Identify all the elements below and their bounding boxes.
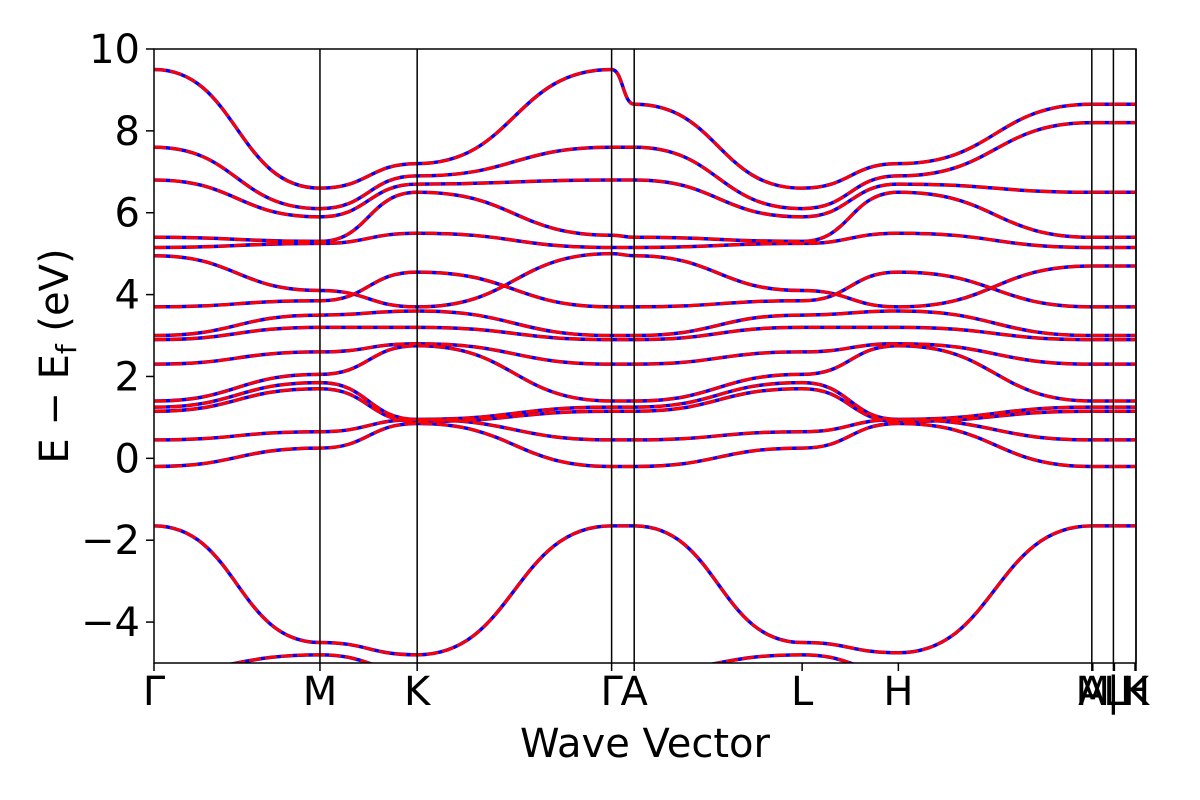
y-tick-label: 2: [115, 354, 140, 400]
band-line-red: [154, 381, 1092, 421]
x-tick-label: L: [1103, 669, 1126, 715]
band-line-red: [154, 387, 1092, 423]
y-axis-label: E − Ef (eV): [32, 248, 83, 463]
x-tick-label: H: [1120, 669, 1150, 715]
band-line-red: [154, 524, 1092, 657]
plot-area: [154, 67, 1136, 663]
y-tick-label: 8: [115, 109, 140, 155]
x-tick-label: K: [404, 669, 432, 715]
band-line-red: [154, 121, 1092, 211]
x-tick-label: Γ: [143, 669, 166, 715]
band-line-blue: [154, 120, 1092, 211]
y-tick-label: 10: [89, 27, 140, 73]
x-tick-label: K: [1123, 669, 1151, 715]
band-line-red: [154, 270, 1092, 309]
band-line-red: [154, 422, 1092, 469]
band-line-red: [154, 252, 1092, 309]
band-line-red: [154, 190, 1092, 243]
band-line-blue: [154, 325, 1092, 342]
x-tick-label: |: [1107, 669, 1120, 715]
x-tick-label: Γ: [600, 669, 623, 715]
band-line-blue: [154, 421, 1092, 469]
y-tick-label: 0: [115, 436, 140, 482]
x-tick-label: M: [303, 669, 338, 715]
x-tick-label: A: [1078, 669, 1106, 715]
y-axis-label-unit: (eV): [32, 248, 78, 344]
x-axis-ticks: Γ M K ΓA L H AM|LHK: [143, 663, 1151, 715]
y-tick-label: 4: [115, 273, 140, 319]
x-axis-label: Wave Vector: [520, 721, 771, 767]
y-axis-label-subscript: f: [50, 343, 83, 354]
band-line-red: [154, 344, 1092, 403]
y-tick-label: −4: [81, 600, 140, 646]
y-tick-label: −2: [81, 518, 140, 564]
band-line-blue: [154, 251, 1092, 309]
y-axis-label-main: E − E: [32, 354, 78, 464]
plot-frame: [153, 48, 1137, 664]
x-tick-label: H: [883, 669, 913, 715]
y-axis-ticks: −4 −2 0 2 4 6 8 10: [81, 27, 154, 646]
x-tick-label: A: [621, 669, 649, 715]
x-tick-label: M: [1076, 669, 1111, 715]
x-tick-label: L: [791, 669, 814, 715]
y-tick-label: 6: [115, 191, 140, 237]
